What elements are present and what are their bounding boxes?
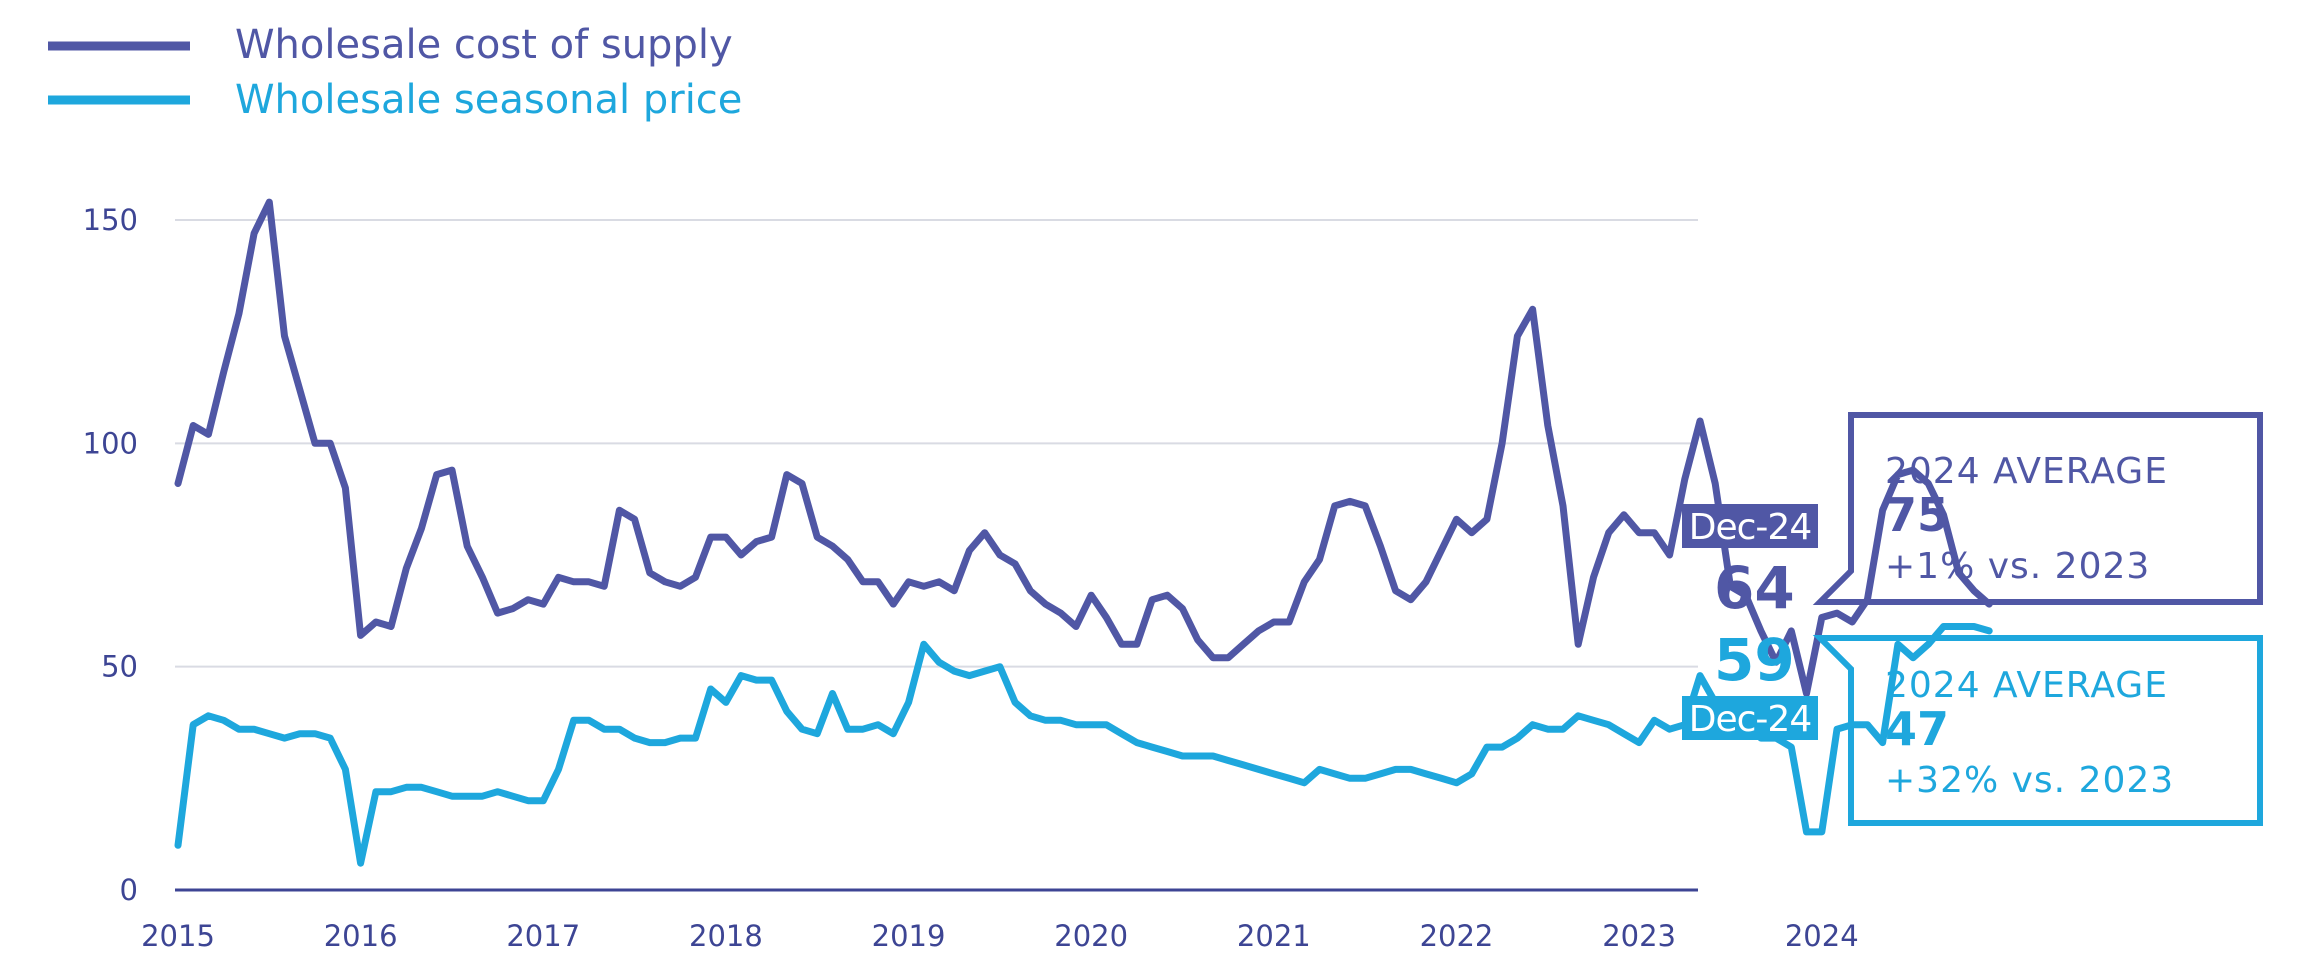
- cost-end-value: 64: [1714, 554, 1795, 622]
- price-average-callout: 2024 AVERAGE 47 +32% vs. 2023: [1812, 635, 2263, 826]
- x-tick-label: 2017: [506, 919, 580, 953]
- x-tick-label: 2020: [1054, 919, 1128, 953]
- cost-date-tag: [1682, 504, 1818, 548]
- cost-average-label: 2024 AVERAGE: [1885, 451, 2168, 492]
- price-date-tag: [1682, 696, 1818, 740]
- price-end-value: 59: [1714, 626, 1795, 694]
- cost-average-change: +1% vs. 2023: [1885, 546, 2150, 587]
- grid-lines: [175, 219, 1698, 668]
- price-average-value: 47: [1885, 702, 1949, 756]
- legend-label-price: Wholesale seasonal price: [235, 77, 742, 123]
- y-tick-label: 150: [83, 203, 138, 237]
- x-tick-label: 2022: [1420, 919, 1494, 953]
- price-date-tag-text: Dec-24: [1689, 699, 1811, 740]
- legend: Wholesale cost of supply Wholesale seaso…: [48, 22, 742, 123]
- x-tick-label: 2024: [1785, 919, 1859, 953]
- y-tick-label: 100: [83, 426, 138, 460]
- cost-date-tag-text: Dec-24: [1689, 507, 1811, 548]
- y-axis-ticks: 0 50 100 150: [83, 203, 138, 907]
- x-tick-label: 2015: [141, 919, 215, 953]
- price-average-box: [1812, 635, 2263, 826]
- cost-average-value: 75: [1885, 488, 1949, 542]
- y-tick-label: 50: [101, 650, 138, 684]
- y-tick-label: 0: [120, 873, 138, 907]
- cost-average-box: [1812, 412, 2263, 605]
- x-tick-label: 2023: [1602, 919, 1676, 953]
- price-average-change: +32% vs. 2023: [1885, 760, 2174, 801]
- x-tick-label: 2019: [872, 919, 946, 953]
- legend-label-cost: Wholesale cost of supply: [235, 22, 733, 68]
- x-tick-label: 2021: [1237, 919, 1311, 953]
- x-tick-label: 2016: [324, 919, 398, 953]
- cost-end-annotation: Dec-24 64: [1682, 504, 1818, 622]
- price-average-label: 2024 AVERAGE: [1885, 665, 2168, 706]
- x-axis-ticks: 2015 2016 2017 2018 2019 2020 2021 2022 2023 2024: [141, 919, 1859, 953]
- price-end-annotation: 59 Dec-24: [1682, 626, 1818, 740]
- series-line-cost: [174, 198, 1993, 697]
- x-tick-label: 2018: [689, 919, 763, 953]
- cost-average-callout: 2024 AVERAGE 75 +1% vs. 2023: [1812, 412, 2263, 605]
